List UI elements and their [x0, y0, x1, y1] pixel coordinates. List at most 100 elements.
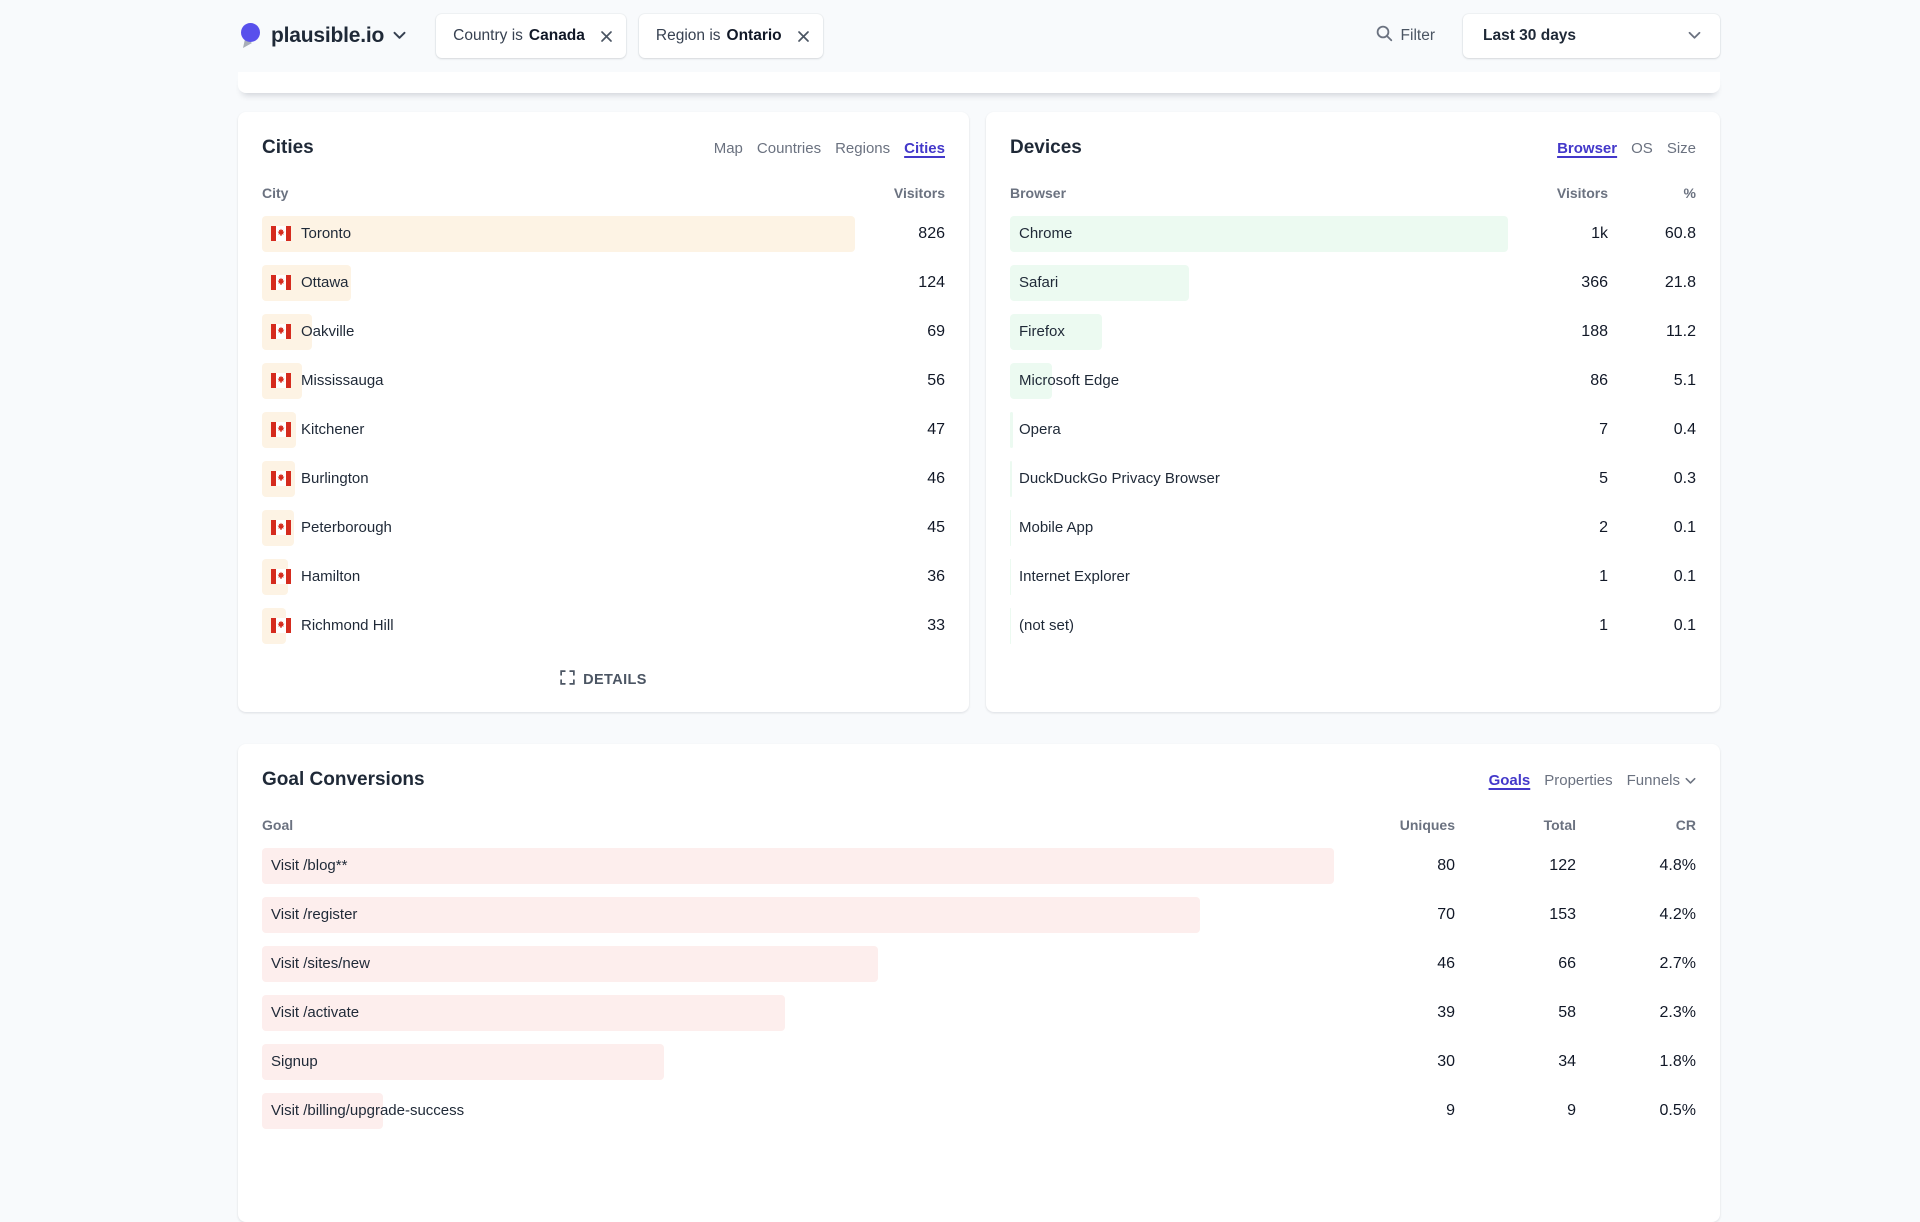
tab-properties[interactable]: Properties [1544, 772, 1613, 789]
col-visitors: Visitors [1556, 185, 1608, 201]
device-row[interactable]: Firefox 188 11.2 [1010, 307, 1696, 356]
goal-bar [262, 1092, 384, 1129]
total-value: 9 [1567, 1101, 1576, 1119]
city-row[interactable]: Kitchener 47 [262, 405, 945, 454]
canada-flag-icon [271, 471, 291, 486]
device-name: Firefox [1019, 323, 1065, 340]
canada-flag-icon [271, 569, 291, 584]
canada-flag-icon [271, 618, 291, 633]
goal-row[interactable]: Visit /sites/new 46 66 2.7% [262, 939, 1696, 988]
device-row[interactable]: Microsoft Edge 86 5.1 [1010, 356, 1696, 405]
goal-row[interactable]: Visit /billing/upgrade-success 9 9 0.5% [262, 1086, 1696, 1135]
device-name: Opera [1019, 421, 1061, 438]
device-row[interactable]: Mobile App 2 0.1 [1010, 503, 1696, 552]
goal-bar [262, 847, 1334, 884]
goal-name: Visit /billing/upgrade-success [271, 1102, 465, 1119]
tab-cities[interactable]: Cities [904, 140, 945, 157]
visitors-value: 47 [927, 420, 945, 438]
tab-countries[interactable]: Countries [756, 140, 822, 157]
device-name: Chrome [1019, 225, 1073, 242]
canada-flag-icon [271, 520, 291, 535]
device-bar [1010, 607, 1011, 644]
percent-value: 0.1 [1673, 567, 1696, 585]
details-button[interactable]: DETAILS [560, 670, 647, 689]
city-name: Peterborough [271, 519, 392, 536]
goal-name: Visit /activate [271, 1004, 360, 1021]
chevron-down-icon [1685, 772, 1696, 789]
device-bar [1010, 509, 1012, 546]
city-name: Ottawa [271, 274, 349, 291]
col-cr: CR [1675, 817, 1696, 833]
site-switcher[interactable]: plausible.io [238, 22, 406, 50]
visitors-value: 46 [927, 469, 945, 487]
total-value: 58 [1558, 1003, 1576, 1021]
goal-bar [262, 945, 879, 982]
total-value: 66 [1558, 954, 1576, 972]
uniques-value: 70 [1437, 905, 1455, 923]
city-row[interactable]: Burlington 46 [262, 454, 945, 503]
tab-browser[interactable]: Browser [1557, 140, 1618, 157]
tab-regions[interactable]: Regions [835, 140, 891, 157]
city-name: Mississauga [271, 372, 384, 389]
tab-goals[interactable]: Goals [1488, 772, 1531, 789]
percent-value: 0.4 [1673, 420, 1696, 438]
filter-chip-text: Country is [453, 27, 523, 44]
device-bar [1010, 264, 1189, 301]
details-label: DETAILS [583, 671, 647, 688]
close-icon[interactable] [600, 30, 613, 43]
city-row[interactable]: Hamilton 36 [262, 552, 945, 601]
visitors-value: 5 [1599, 469, 1608, 487]
goal-conversions-panel: Goal Conversions Goals Properties Funnels … [238, 744, 1720, 1222]
goal-name: Visit /register [271, 906, 358, 923]
city-row[interactable]: Peterborough 45 [262, 503, 945, 552]
city-name: Burlington [271, 470, 369, 487]
device-name: Safari [1019, 274, 1059, 291]
date-range-picker[interactable]: Last 30 days [1463, 14, 1720, 58]
filter-chip-value: Canada [528, 27, 585, 44]
visitors-value: 7 [1599, 420, 1608, 438]
tab-map[interactable]: Map [713, 140, 743, 157]
device-bar [1010, 313, 1102, 350]
uniques-value: 9 [1446, 1101, 1455, 1119]
goal-row[interactable]: Visit /blog** 80 122 4.8% [262, 841, 1696, 890]
tab-funnels[interactable]: Funnels [1627, 772, 1696, 789]
city-row[interactable]: Ottawa 124 [262, 258, 945, 307]
device-row[interactable]: Internet Explorer 1 0.1 [1010, 552, 1696, 601]
city-row[interactable]: Mississauga 56 [262, 356, 945, 405]
close-icon[interactable] [797, 30, 810, 43]
visitors-value: 1 [1599, 616, 1608, 634]
filter-chip-canada[interactable]: Country is Canada [436, 14, 626, 58]
canada-flag-icon [271, 373, 291, 388]
city-name: Oakville [271, 323, 354, 340]
goal-row[interactable]: Visit /activate 39 58 2.3% [262, 988, 1696, 1037]
device-row[interactable]: Safari 366 21.8 [1010, 258, 1696, 307]
tab-os[interactable]: OS [1631, 140, 1653, 157]
goal-row[interactable]: Visit /register 70 153 4.2% [262, 890, 1696, 939]
col-city: City [262, 185, 289, 201]
col-total: Total [1543, 817, 1576, 833]
visitors-value: 366 [1581, 273, 1608, 291]
device-row[interactable]: Opera 7 0.4 [1010, 405, 1696, 454]
goal-bar [262, 896, 1200, 933]
device-row[interactable]: DuckDuckGo Privacy Browser 5 0.3 [1010, 454, 1696, 503]
visitors-value: 124 [918, 273, 945, 291]
city-name: Richmond Hill [271, 617, 394, 634]
device-row[interactable]: (not set) 1 0.1 [1010, 601, 1696, 650]
visitors-value: 45 [927, 518, 945, 536]
city-row[interactable]: Toronto 826 [262, 209, 945, 258]
device-bar [1010, 362, 1052, 399]
visitors-value: 69 [927, 322, 945, 340]
goal-row[interactable]: Signup 30 34 1.8% [262, 1037, 1696, 1086]
goal-bar [262, 994, 786, 1031]
filter-chip-ontario[interactable]: Region is Ontario [638, 14, 823, 58]
filter-button[interactable]: Filter [1376, 25, 1435, 47]
cr-value: 2.7% [1659, 954, 1696, 972]
date-range-value: Last 30 days [1483, 27, 1577, 44]
city-row[interactable]: Richmond Hill 33 [262, 601, 945, 650]
percent-value: 0.1 [1673, 616, 1696, 634]
tab-size[interactable]: Size [1666, 140, 1696, 157]
device-bar [1010, 411, 1014, 448]
goal-bar [262, 1043, 664, 1080]
device-row[interactable]: Chrome 1k 60.8 [1010, 209, 1696, 258]
city-row[interactable]: Oakville 69 [262, 307, 945, 356]
